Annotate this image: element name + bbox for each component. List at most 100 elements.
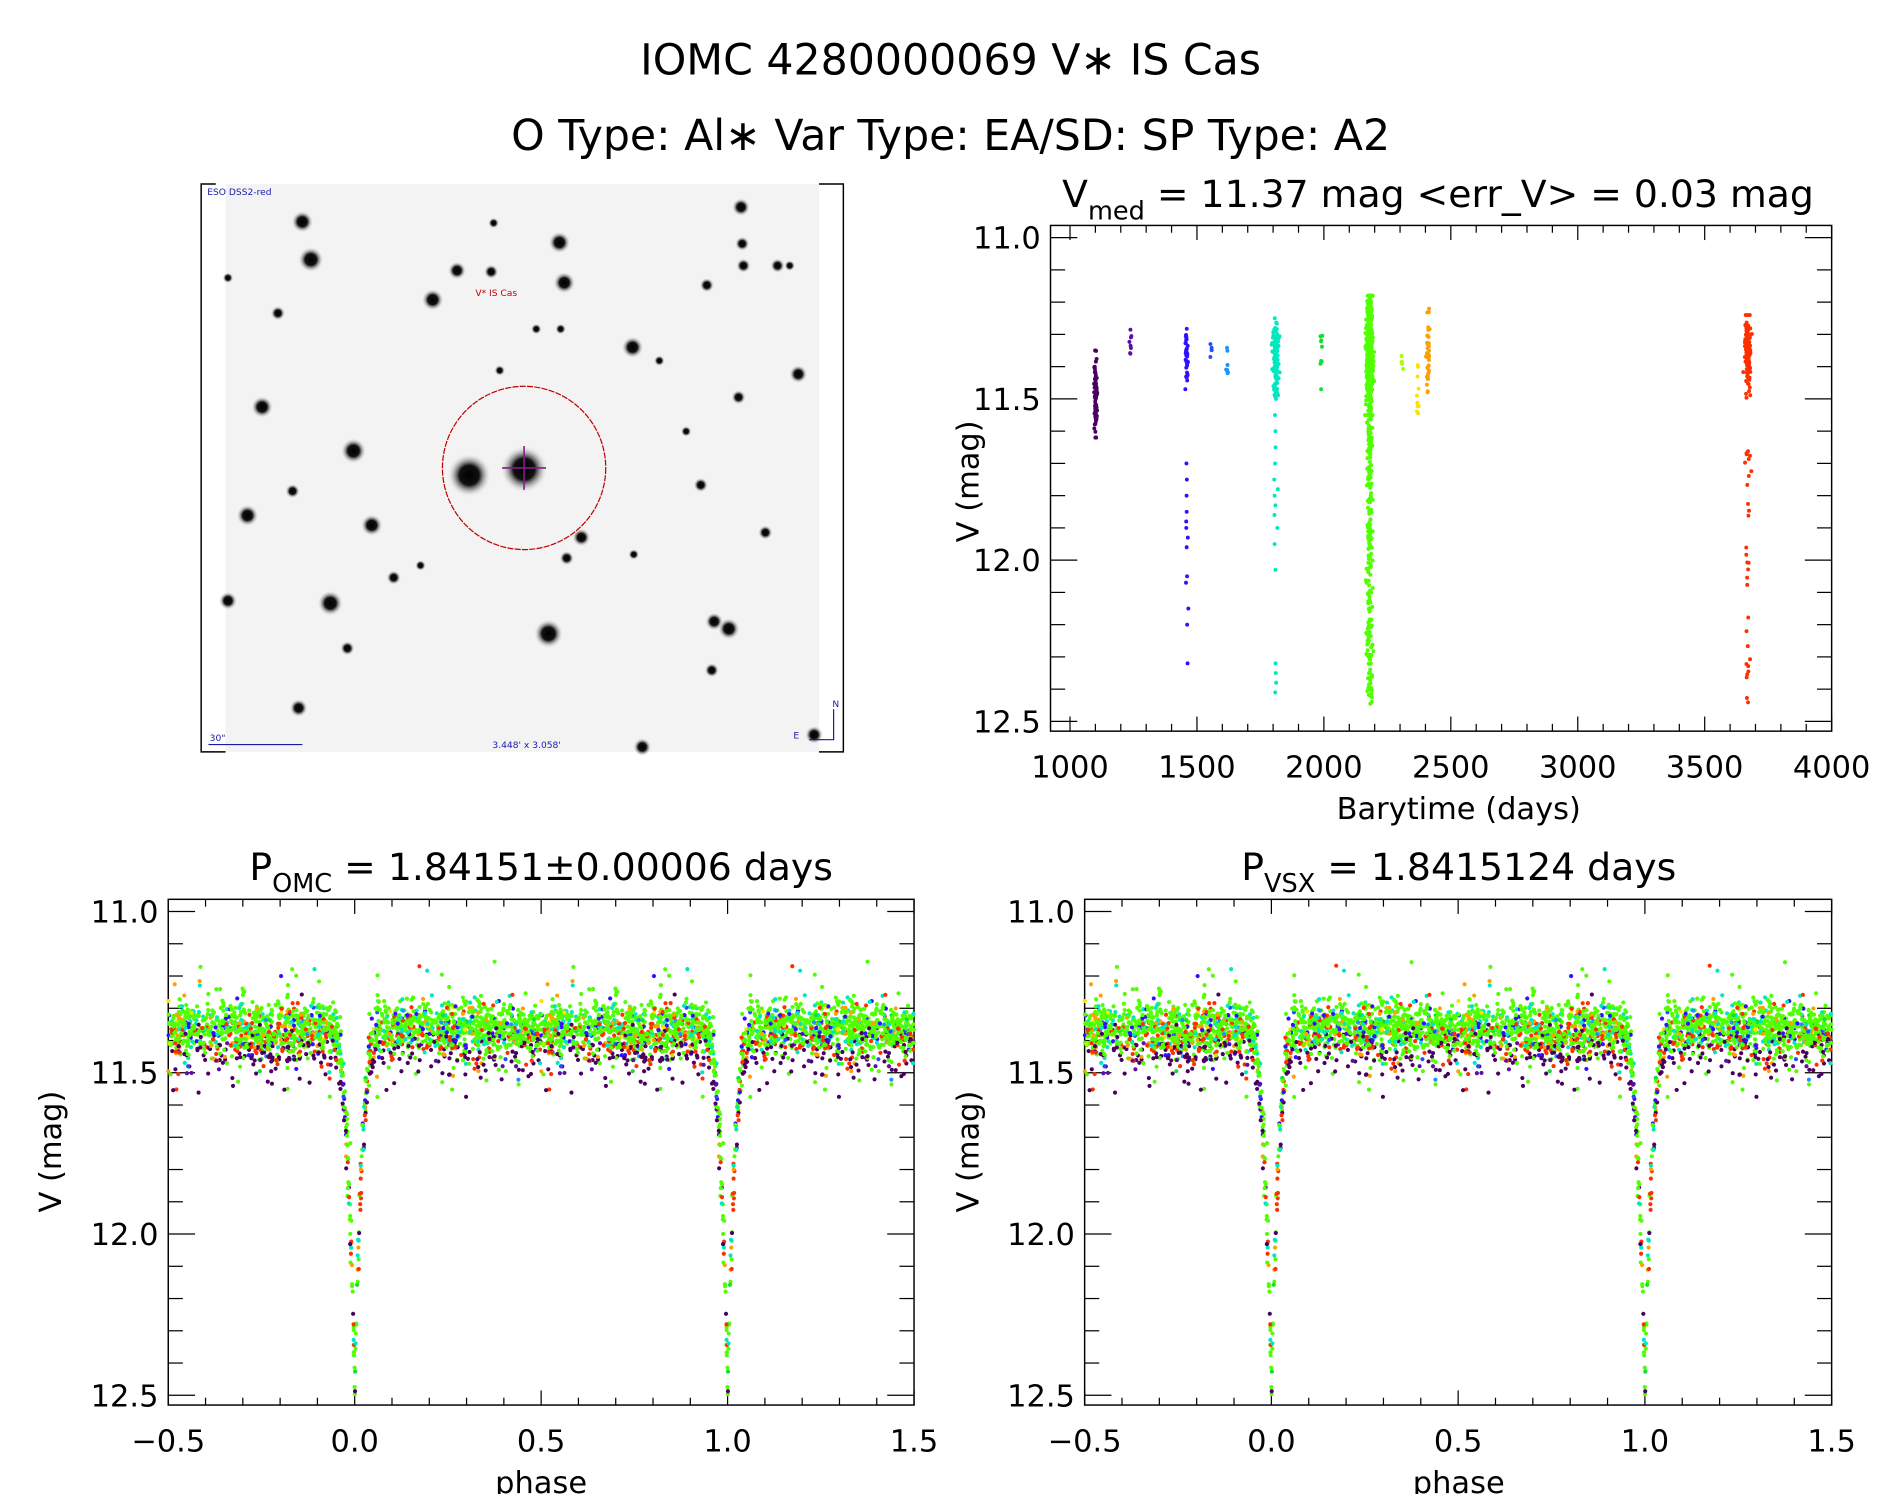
lightcurve-chart: Vmed = 11.37 mag <err_V> = 0.03 mag Bary… [952, 172, 1871, 827]
data-point [425, 968, 430, 973]
data-point [747, 1074, 752, 1079]
data-point [468, 1000, 473, 1005]
star [317, 590, 344, 617]
data-point [444, 1045, 449, 1050]
data-point [600, 1033, 605, 1038]
data-point [552, 1004, 558, 1009]
data-point [1366, 636, 1371, 641]
data-point [1272, 360, 1277, 365]
data-point [1365, 498, 1370, 503]
data-point [172, 982, 177, 987]
data-point [668, 1001, 673, 1006]
data-point [1744, 395, 1749, 400]
data-point [569, 1022, 574, 1027]
star [736, 258, 751, 273]
data-point [889, 1082, 894, 1087]
data-point [239, 1033, 244, 1038]
y-tick-label: 11.0 [973, 222, 1041, 257]
data-point [1416, 404, 1421, 408]
data-point [878, 1050, 883, 1055]
data-point [1093, 390, 1098, 395]
data-point [1275, 525, 1280, 530]
data-point [1369, 293, 1373, 298]
data-point [886, 1050, 892, 1056]
data-point [1272, 513, 1277, 517]
data-point [298, 1049, 303, 1054]
data-point [1745, 482, 1750, 487]
data-point [700, 1094, 705, 1099]
data-point [266, 1002, 271, 1008]
data-point [641, 1055, 646, 1060]
data-point [710, 1015, 716, 1020]
data-point [226, 1029, 231, 1034]
data-point [898, 1039, 904, 1044]
star [770, 258, 785, 273]
data-point [1363, 413, 1367, 417]
data-point [852, 1006, 857, 1011]
data-point [428, 1047, 434, 1053]
data-point [1369, 617, 1374, 622]
data-point [217, 1023, 222, 1028]
data-point [414, 1008, 419, 1013]
data-point [707, 1015, 712, 1021]
data-point [1366, 429, 1371, 434]
data-point [1367, 342, 1372, 347]
data-point [1183, 387, 1188, 392]
star [804, 725, 824, 744]
data-point [1368, 572, 1373, 577]
data-point [1092, 385, 1097, 390]
data-point [1367, 606, 1372, 611]
data-point [1741, 370, 1746, 375]
data-point [498, 1055, 503, 1060]
data-point [356, 1238, 361, 1243]
data-point [899, 1035, 905, 1040]
data-point [1427, 358, 1431, 362]
data-point [426, 1015, 431, 1020]
x-tick-label: 1.0 [703, 1424, 751, 1459]
data-point [1274, 680, 1279, 685]
data-point [1320, 344, 1324, 349]
data-point [526, 1039, 531, 1044]
data-point [273, 1066, 278, 1071]
figure-subtitle: O Type: Al∗ Var Type: EA/SD: SP Type: A2 [511, 111, 1390, 161]
data-point [1368, 484, 1373, 489]
star [494, 364, 506, 376]
data-point [813, 1080, 818, 1085]
data-point [1369, 399, 1374, 404]
data-point [607, 1029, 612, 1034]
data-point [1365, 456, 1370, 461]
data-point [873, 1034, 879, 1039]
data-point [203, 1057, 208, 1063]
data-point [846, 1036, 851, 1041]
data-point [351, 1327, 356, 1333]
data-point [1744, 391, 1748, 396]
data-point [290, 1001, 295, 1006]
x-tick-label: 2500 [1412, 750, 1490, 785]
data-point [1366, 569, 1371, 574]
data-point [1185, 661, 1190, 666]
data-point [797, 968, 803, 973]
data-point [843, 1005, 848, 1010]
data-point [1364, 580, 1369, 585]
data-point [723, 1311, 729, 1316]
data-point [1274, 321, 1279, 326]
data-point [358, 1163, 363, 1168]
data-point [437, 1051, 442, 1056]
data-point [369, 1016, 374, 1021]
data-point [1092, 426, 1097, 431]
data-point [658, 1065, 663, 1071]
data-point [608, 1079, 614, 1084]
data-point [1226, 370, 1230, 375]
data-point [1129, 334, 1134, 339]
data-point [186, 1064, 191, 1069]
data-point [1273, 503, 1278, 508]
data-point [510, 1049, 515, 1054]
data-point [1746, 700, 1750, 705]
data-point [725, 1365, 730, 1370]
data-point [420, 1027, 425, 1032]
sky-image: ESO DSS2-red V* IS Cas 30" 3.448' x 3.05… [200, 183, 845, 757]
data-point [1318, 334, 1323, 339]
data-point [225, 1041, 230, 1046]
data-point [910, 1061, 916, 1066]
